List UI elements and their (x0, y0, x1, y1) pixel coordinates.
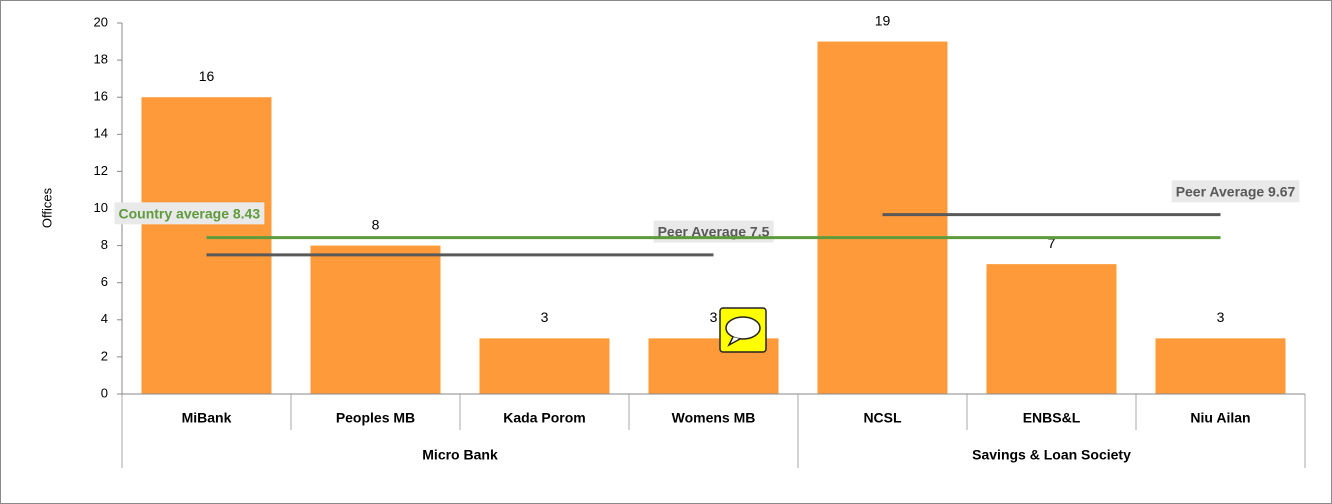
reference-label-box (1171, 180, 1300, 203)
bar (310, 245, 441, 394)
bar (1155, 338, 1286, 394)
bar (479, 338, 610, 394)
bar (986, 264, 1117, 394)
data-label: 3 (710, 309, 718, 325)
reference-label: Peer Average 7.5 (658, 224, 770, 240)
data-label: 3 (1217, 309, 1225, 325)
y-tick-label: 16 (94, 89, 108, 104)
y-tick-label: 14 (94, 126, 108, 141)
y-tick-label: 12 (94, 163, 108, 178)
y-tick-label: 18 (94, 52, 108, 67)
x-tick-label: Womens MB (672, 410, 756, 426)
x-tick-label: ENBS&L (1023, 410, 1081, 426)
y-tick-label: 10 (94, 200, 108, 215)
reference-label: Country average 8.43 (119, 205, 261, 221)
y-tick-label: 20 (94, 14, 108, 29)
x-tick-label: MiBank (182, 410, 232, 426)
y-tick-label: 2 (101, 348, 108, 363)
data-label: 8 (372, 216, 380, 232)
y-tick-label: 4 (101, 311, 108, 326)
y-axis-label: Offices (39, 187, 54, 228)
data-label: 7 (1048, 235, 1056, 251)
data-label: 3 (541, 309, 549, 325)
reference-label-box (114, 202, 265, 225)
reference-label: Peer Average 9.67 (1176, 183, 1296, 199)
y-tick-label: 0 (101, 385, 108, 400)
bar (141, 97, 272, 394)
y-tick-label: 8 (101, 237, 108, 252)
x-tick-label: Kada Porom (503, 410, 585, 426)
group-label: Micro Bank (422, 447, 498, 463)
group-label: Savings & Loan Society (972, 447, 1131, 463)
x-tick-label: Peoples MB (336, 410, 415, 426)
comment-tail[interactable] (727, 336, 741, 347)
comment-icon[interactable] (719, 307, 767, 353)
data-label: 16 (199, 68, 215, 84)
data-label: 19 (875, 12, 891, 28)
y-tick-label: 6 (101, 274, 108, 289)
comment-bubble[interactable] (725, 316, 761, 340)
x-tick-label: Niu Ailan (1190, 410, 1250, 426)
bar (817, 41, 948, 395)
x-tick-label: NCSL (863, 410, 902, 426)
